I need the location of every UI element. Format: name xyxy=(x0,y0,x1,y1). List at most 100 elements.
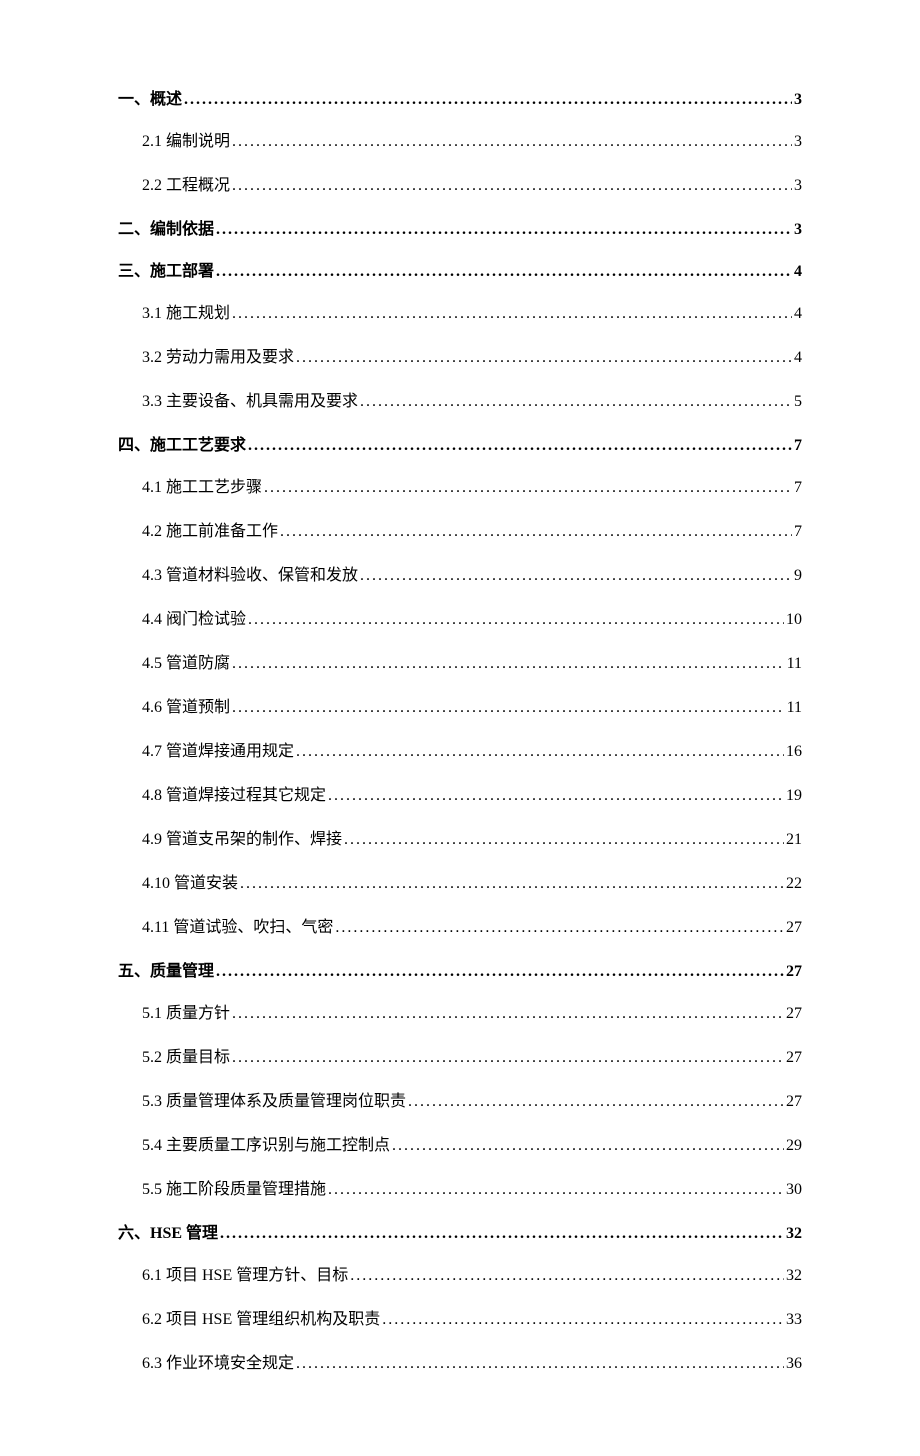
toc-leader-dots xyxy=(296,346,792,362)
toc-entry-page: 32 xyxy=(786,1222,802,1246)
toc-leader-dots xyxy=(232,174,792,190)
toc-entry: 4.3 管道材料验收、保管和发放9 xyxy=(118,564,802,588)
toc-leader-dots xyxy=(382,1308,784,1324)
toc-leader-dots xyxy=(216,260,792,276)
toc-entry: 2.1 编制说明 3 xyxy=(118,130,802,154)
toc-page: 一、概述32.1 编制说明32.2 工程概况3二、编制依据3三、施工部署43.1… xyxy=(0,0,920,1456)
toc-entry-label: 3.3 主要设备、机具需用及要求 xyxy=(142,390,358,414)
toc-entry-page: 4 xyxy=(794,260,802,284)
toc-entry-label: 4.4 阀门检试验 xyxy=(142,608,246,632)
toc-entry-page: 32 xyxy=(786,1264,802,1288)
toc-entry-page: 33 xyxy=(786,1308,802,1332)
toc-entry-page: 10 xyxy=(786,608,802,632)
toc-leader-dots xyxy=(328,1178,784,1194)
toc-leader-dots xyxy=(248,434,792,450)
toc-entry: 五、质量管理 27 xyxy=(118,960,802,984)
toc-entry: 4.4 阀门检试验 10 xyxy=(118,608,802,632)
toc-leader-dots xyxy=(360,390,792,406)
toc-leader-dots xyxy=(392,1134,784,1150)
toc-entry-page: 4 xyxy=(794,302,802,326)
toc-entry-page: 3 xyxy=(794,88,802,112)
toc-entry-label: 4.1 施工工艺步骤 xyxy=(142,476,262,500)
toc-entry: 4.9 管道支吊架的制作、焊接21 xyxy=(118,828,802,852)
toc-leader-dots xyxy=(296,740,784,756)
toc-entry: 5.1 质量方针 27 xyxy=(118,1002,802,1026)
toc-leader-dots xyxy=(296,1352,784,1368)
toc-leader-dots xyxy=(328,784,784,800)
toc-entry: 4.1 施工工艺步骤 7 xyxy=(118,476,802,500)
toc-entry: 6.1 项目 HSE 管理方针、目标 32 xyxy=(118,1264,802,1288)
toc-entry-label: 5.5 施工阶段质量管理措施 xyxy=(142,1178,326,1202)
toc-entry-page: 3 xyxy=(794,174,802,198)
toc-entry-label: 五、质量管理 xyxy=(118,960,214,984)
toc-entry: 六、HSE 管理 32 xyxy=(118,1222,802,1246)
toc-entry: 2.2 工程概况 3 xyxy=(118,174,802,198)
toc-entry-label: 二、编制依据 xyxy=(118,218,214,242)
toc-leader-dots xyxy=(184,88,792,104)
toc-entry-page: 27 xyxy=(786,1046,802,1070)
toc-entry: 3.1 施工规划 4 xyxy=(118,302,802,326)
toc-entry-page: 11 xyxy=(787,652,802,676)
toc-entry-page: 7 xyxy=(794,476,802,500)
toc-entry-page: 27 xyxy=(786,1002,802,1026)
toc-entry: 一、概述3 xyxy=(118,88,802,112)
toc-entry-label: 6.2 项目 HSE 管理组织机构及职责 xyxy=(142,1308,380,1332)
toc-entry: 4.11 管道试验、吹扫、气密 27 xyxy=(118,916,802,940)
toc-leader-dots xyxy=(335,916,784,932)
toc-leader-dots xyxy=(240,872,784,888)
toc-entry-label: 三、施工部署 xyxy=(118,260,214,284)
toc-entry: 4.6 管道预制11 xyxy=(118,696,802,720)
toc-entry-label: 6.1 项目 HSE 管理方针、目标 xyxy=(142,1264,348,1288)
toc-entry: 3.3 主要设备、机具需用及要求 5 xyxy=(118,390,802,414)
toc-entry-page: 21 xyxy=(786,828,802,852)
toc-leader-dots xyxy=(408,1090,784,1106)
toc-leader-dots xyxy=(232,1046,784,1062)
toc-entry: 5.3 质量管理体系及质量管理岗位职责27 xyxy=(118,1090,802,1114)
toc-entry-label: 5.3 质量管理体系及质量管理岗位职责 xyxy=(142,1090,406,1114)
toc-entry-page: 27 xyxy=(786,916,802,940)
toc-entry-label: 六、HSE 管理 xyxy=(118,1222,218,1246)
toc-entry-page: 7 xyxy=(794,520,802,544)
toc-leader-dots xyxy=(216,218,792,234)
toc-entry-label: 2.1 编制说明 xyxy=(142,130,230,154)
toc-entry-page: 19 xyxy=(786,784,802,808)
toc-entry: 4.8 管道焊接过程其它规定 19 xyxy=(118,784,802,808)
toc-entry: 5.4 主要质量工序识别与施工控制点29 xyxy=(118,1134,802,1158)
toc-entry-label: 4.2 施工前准备工作 xyxy=(142,520,278,544)
toc-entry-page: 4 xyxy=(794,346,802,370)
toc-entry-label: 3.1 施工规划 xyxy=(142,302,230,326)
toc-leader-dots xyxy=(232,302,792,318)
toc-entry-label: 4.6 管道预制 xyxy=(142,696,230,720)
toc-entry: 4.7 管道焊接通用规定16 xyxy=(118,740,802,764)
toc-entry-page: 7 xyxy=(794,434,802,458)
toc-leader-dots xyxy=(220,1222,784,1238)
toc-leader-dots xyxy=(216,960,784,976)
toc-entry: 6.3 作业环境安全规定36 xyxy=(118,1352,802,1376)
toc-entry-label: 4.5 管道防腐 xyxy=(142,652,230,676)
toc-entry-page: 3 xyxy=(794,130,802,154)
toc-entry: 二、编制依据 3 xyxy=(118,218,802,242)
toc-entry: 6.2 项目 HSE 管理组织机构及职责 33 xyxy=(118,1308,802,1332)
toc-leader-dots xyxy=(232,696,785,712)
toc-container: 一、概述32.1 编制说明32.2 工程概况3二、编制依据3三、施工部署43.1… xyxy=(118,88,802,1376)
toc-entry: 四、施工工艺要求7 xyxy=(118,434,802,458)
toc-leader-dots xyxy=(344,828,784,844)
toc-entry: 4.2 施工前准备工作 7 xyxy=(118,520,802,544)
toc-entry-page: 29 xyxy=(786,1134,802,1158)
toc-leader-dots xyxy=(350,1264,784,1280)
toc-entry-label: 5.2 质量目标 xyxy=(142,1046,230,1070)
toc-entry-label: 4.11 管道试验、吹扫、气密 xyxy=(142,916,333,940)
toc-leader-dots xyxy=(232,652,785,668)
toc-entry-page: 3 xyxy=(794,218,802,242)
toc-entry-page: 30 xyxy=(786,1178,802,1202)
toc-leader-dots xyxy=(232,1002,784,1018)
toc-entry-label: 2.2 工程概况 xyxy=(142,174,230,198)
toc-entry-page: 9 xyxy=(794,564,802,588)
toc-entry: 4.5 管道防腐 11 xyxy=(118,652,802,676)
toc-entry-label: 4.8 管道焊接过程其它规定 xyxy=(142,784,326,808)
toc-entry-page: 5 xyxy=(794,390,802,414)
toc-entry-label: 5.1 质量方针 xyxy=(142,1002,230,1026)
toc-entry-page: 27 xyxy=(786,960,802,984)
toc-entry-page: 16 xyxy=(786,740,802,764)
toc-entry-page: 22 xyxy=(786,872,802,896)
